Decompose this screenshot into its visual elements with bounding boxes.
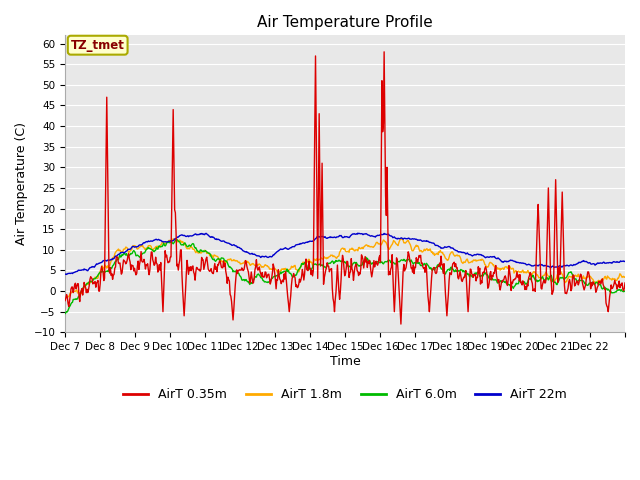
Title: Air Temperature Profile: Air Temperature Profile bbox=[257, 15, 433, 30]
Legend: AirT 0.35m, AirT 1.8m, AirT 6.0m, AirT 22m: AirT 0.35m, AirT 1.8m, AirT 6.0m, AirT 2… bbox=[118, 383, 572, 406]
X-axis label: Time: Time bbox=[330, 355, 360, 368]
Y-axis label: Air Temperature (C): Air Temperature (C) bbox=[15, 122, 28, 245]
Text: TZ_tmet: TZ_tmet bbox=[71, 39, 125, 52]
